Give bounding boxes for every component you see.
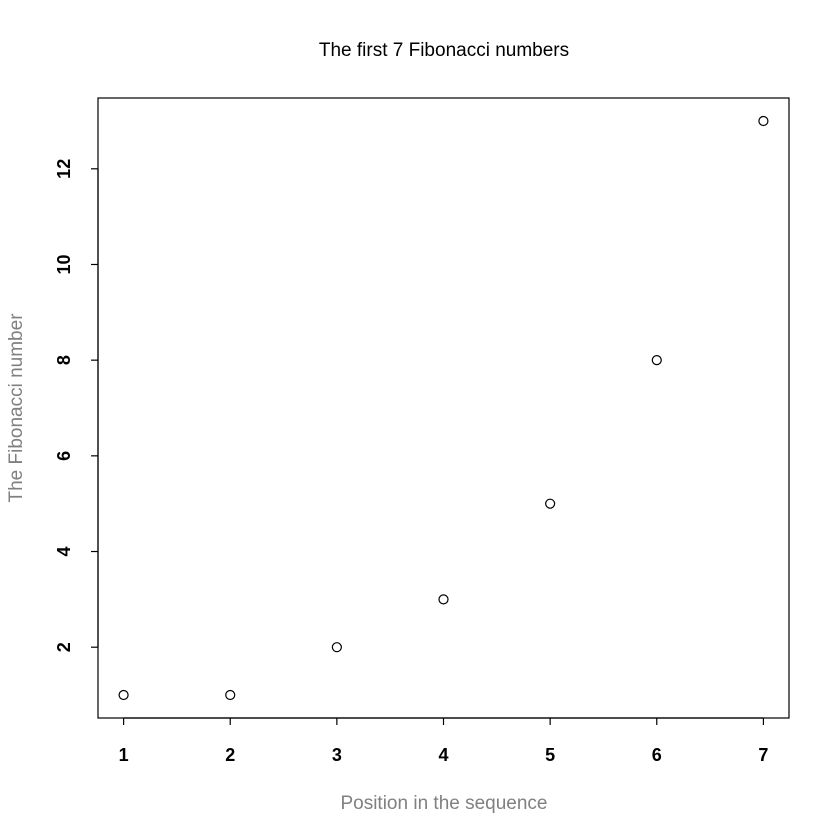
y-tick-label: 10 <box>54 254 74 274</box>
x-tick-label: 5 <box>545 745 555 765</box>
data-point <box>118 689 129 701</box>
y-tick-label: 6 <box>54 451 74 461</box>
y-axis-label: The Fibonacci number <box>6 313 27 503</box>
x-tick-label: 2 <box>225 745 235 765</box>
y-axis: 2 4 6 8 10 12 <box>54 159 99 652</box>
x-axis-label: Position in the sequence <box>340 793 547 814</box>
data-point <box>438 594 449 605</box>
plot-frame <box>97 97 790 719</box>
x-axis: 1 2 3 4 5 6 7 <box>119 717 768 765</box>
y-tick-label: 12 <box>54 159 74 179</box>
chart-title: The first 7 Fibonacci numbers <box>319 40 569 61</box>
x-tick-label: 7 <box>758 745 768 765</box>
y-tick-label: 8 <box>54 355 74 365</box>
x-tick-label: 3 <box>332 745 342 765</box>
data-points <box>118 115 769 701</box>
y-tick-label: 4 <box>54 547 74 557</box>
data-point <box>758 115 769 127</box>
x-tick-label: 1 <box>119 745 129 765</box>
x-tick-label: 4 <box>438 745 448 765</box>
data-point <box>651 355 662 366</box>
data-point <box>545 498 556 509</box>
data-point <box>225 689 236 701</box>
data-point <box>331 642 342 653</box>
y-tick-label: 2 <box>54 642 74 652</box>
x-tick-label: 6 <box>652 745 662 765</box>
